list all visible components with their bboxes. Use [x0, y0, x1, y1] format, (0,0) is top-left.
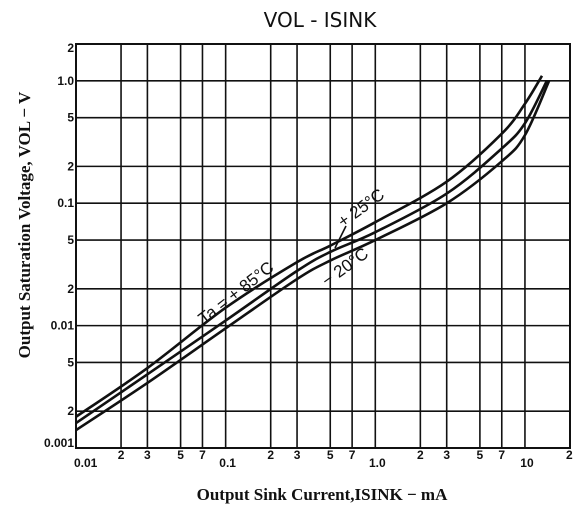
y-tick-label: 0.001 — [44, 436, 74, 450]
y-tick-label: 5 — [67, 355, 74, 369]
x-tick-label: 5 — [477, 448, 484, 462]
label-minus20c: − 20°C — [318, 244, 372, 290]
x-tick-label: 2 — [267, 448, 274, 462]
x-tick-label: 7 — [199, 448, 206, 462]
x-tick-label: 0.01 — [74, 456, 98, 470]
y-tick-label: 2 — [67, 41, 74, 55]
x-tick-label: 3 — [443, 448, 450, 462]
label-25c: + 25°C — [334, 185, 388, 231]
x-tick-label: 5 — [327, 448, 334, 462]
y-tick-label: 0.01 — [51, 319, 75, 333]
y-tick-label: 2 — [67, 159, 74, 173]
x-tick-label: 2 — [566, 448, 573, 462]
series-lines — [75, 75, 551, 432]
label-25c-leader — [334, 225, 347, 249]
x-tick-label: 10 — [520, 456, 534, 470]
annotations: Ta = + 85°C+ 25°C− 20°C — [195, 185, 388, 328]
curve-25c — [75, 80, 548, 425]
y-tick-label: 2 — [67, 282, 74, 296]
grid — [75, 43, 571, 449]
x-tick-label: 0.1 — [219, 456, 236, 470]
x-tick-label: 5 — [177, 448, 184, 462]
chart-title: VOL - ISINK — [264, 8, 378, 32]
y-tick-label: 0.1 — [57, 196, 74, 210]
curve-85c — [75, 75, 544, 418]
x-tick-label: 1.0 — [369, 456, 386, 470]
curve-minus20c — [75, 80, 551, 432]
y-tick-label: 1.0 — [57, 74, 74, 88]
x-axis-label: Output Sink Current,ISINK − mA — [197, 485, 448, 504]
x-tick-label: 3 — [294, 448, 301, 462]
x-tick-label: 7 — [349, 448, 356, 462]
plot-frame — [75, 43, 571, 449]
x-tick-label: 2 — [417, 448, 424, 462]
y-axis-label: Output Saturation Voltage, VOL − V — [15, 91, 34, 358]
y-tick-labels: 0.001 2 5 0.01 2 5 0.1 2 5 1.0 2 — [44, 41, 74, 450]
x-tick-label: 2 — [118, 448, 125, 462]
y-tick-label: 5 — [67, 111, 74, 125]
y-tick-label: 5 — [67, 233, 74, 247]
x-tick-label: 7 — [498, 448, 505, 462]
x-tick-label: 3 — [144, 448, 151, 462]
y-tick-label: 2 — [67, 404, 74, 418]
